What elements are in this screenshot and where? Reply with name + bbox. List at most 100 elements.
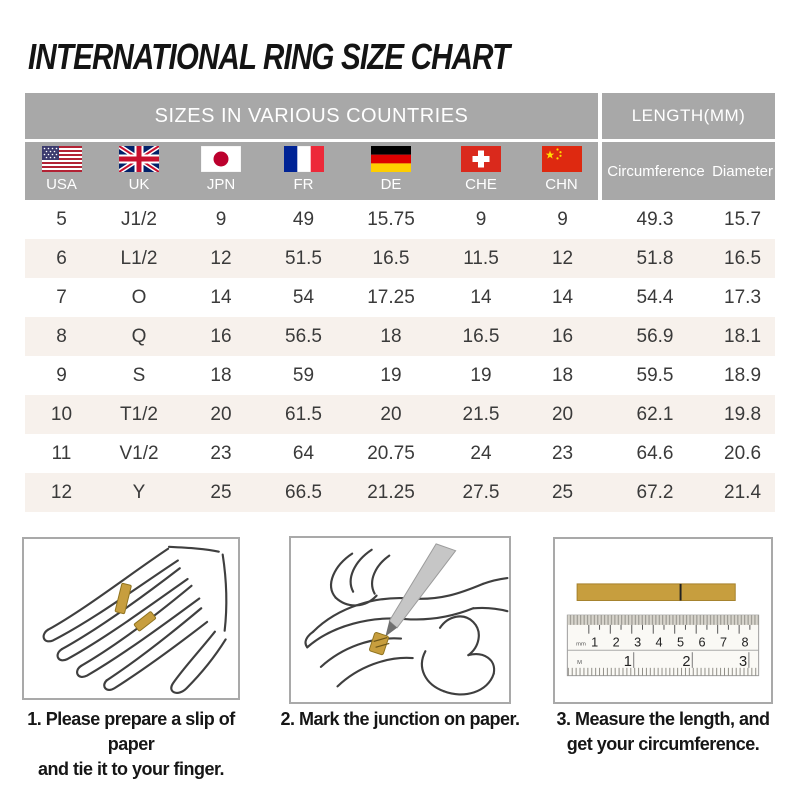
ruler-cm-label: 4	[656, 635, 663, 649]
ruler-inch-label: 2	[682, 654, 690, 670]
size-cell: 14	[470, 286, 492, 308]
usa-flag-icon	[41, 146, 82, 172]
size-cell: 21.5	[437, 395, 525, 434]
size-cell: 49.3	[636, 208, 674, 230]
page-title: INTERNATIONAL RING SIZE CHART	[28, 36, 510, 77]
size-cell: 15.75	[367, 208, 415, 230]
column-header-jpn: JPN	[180, 140, 262, 200]
size-cell: 64	[292, 442, 315, 464]
uk-flag-icon	[119, 146, 159, 172]
table-row: 11 V1/2 23 64 20.75 24 23 64.6 20.6	[25, 434, 775, 473]
size-cell: 51.5	[262, 239, 345, 278]
ruler-cm-label: 8	[741, 635, 748, 649]
column-header-circumference: Circumference	[598, 140, 711, 200]
step1-caption: 1. Please prepare a slip of paper and ti…	[4, 707, 258, 782]
ruler-cm-label: 7	[720, 635, 727, 649]
size-cell: 6	[25, 239, 98, 278]
sizes-group-header: SIZES IN VARIOUS COUNTRIES	[25, 93, 601, 142]
paper-strip-on-finger	[114, 582, 157, 632]
step2-caption: 2. Mark the junction on paper.	[275, 707, 525, 732]
size-cell: 62.1	[600, 395, 711, 434]
size-cell: 21.25	[345, 473, 437, 512]
step3-caption-line2: get your circumference.	[566, 734, 760, 754]
column-header-uk: UK	[98, 140, 180, 200]
size-cell: 14	[551, 286, 574, 308]
size-cell: 19	[380, 364, 402, 386]
step3-illustration-box: 1 2 3 4 5 6 7 8 mm 1 2 3 M	[553, 537, 773, 704]
china-flag-icon	[541, 146, 582, 172]
ruler-cm-label: 2	[613, 635, 620, 649]
ruler-icon: 1 2 3 4 5 6 7 8 mm 1 2 3 M	[566, 614, 760, 677]
size-cell: 64.6	[636, 442, 674, 464]
column-header-fr: FR	[262, 140, 345, 200]
hand-with-paper-strip-illustration	[42, 545, 228, 694]
size-cell: 21.4	[710, 473, 776, 512]
size-cell: 19.8	[710, 395, 776, 434]
size-cell: S	[132, 364, 146, 386]
size-cell: 54.4	[636, 286, 674, 308]
column-header-usa: USA	[25, 140, 98, 200]
size-cell: 11.5	[437, 239, 525, 278]
step2-caption-line1: 2. Mark the junction on paper.	[280, 709, 520, 729]
size-cell: 20	[180, 395, 262, 434]
size-cell: 59.5	[636, 364, 674, 386]
table-row: 6 L1/2 12 51.5 16.5 11.5 12 51.8 16.5	[25, 239, 776, 278]
pen-icon	[385, 543, 457, 637]
size-cell: 66.5	[262, 473, 345, 512]
paper-strip	[576, 583, 736, 601]
size-cell: 27.5	[437, 473, 525, 512]
size-cell: 16	[180, 317, 262, 356]
size-cell: 51.8	[600, 239, 711, 278]
size-cell: O	[131, 286, 147, 308]
size-cell: 9	[475, 208, 487, 230]
size-cell: 20.6	[724, 442, 762, 464]
step3-caption-line1: 3. Measure the length, and	[556, 709, 770, 729]
size-cell: V1/2	[119, 442, 159, 464]
size-cell: 16.5	[437, 317, 525, 356]
size-table-body: 5 J1/2 9 49 15.75 9 9 49.3 15.7 6 L1/2 12 51.5 16.5 11…	[25, 200, 776, 512]
size-cell: 9	[557, 208, 568, 230]
size-cell: 25	[180, 473, 262, 512]
size-cell: 19	[470, 364, 492, 386]
table-row: 7 O 14 54 17.25 14 14 54.4 17.3	[25, 278, 775, 317]
size-cell: 16.5	[710, 239, 776, 278]
size-cell: 18	[551, 364, 574, 386]
size-cell: 12	[525, 239, 601, 278]
size-cell: 20.75	[367, 442, 415, 464]
size-cell: 25	[525, 473, 601, 512]
size-cell: Q	[98, 317, 180, 356]
size-cell: 18	[345, 317, 437, 356]
table-group-header-row: SIZES IN VARIOUS COUNTRIES LENGTH(MM)	[25, 93, 776, 142]
size-cell: 54	[292, 286, 315, 308]
size-cell: 16	[525, 317, 601, 356]
country-label: CHE	[465, 176, 497, 193]
france-flag-icon	[283, 146, 324, 172]
table-row: 10 T1/2 20 61.5 20 21.5 20 62.1 19.8	[25, 395, 776, 434]
step1-caption-line1: 1. Please prepare a slip of paper	[27, 709, 235, 754]
size-cell: 10	[25, 395, 98, 434]
switzerland-flag-icon	[461, 146, 501, 172]
size-cell: 5	[56, 208, 67, 230]
step3-caption: 3. Measure the length, and get your circ…	[540, 707, 786, 757]
table-row: 9 S 18 59 19 19 18 59.5 18.9	[25, 356, 775, 395]
size-cell: 9	[56, 364, 67, 386]
size-cell: 24	[470, 442, 492, 464]
column-header-de: DE	[345, 140, 437, 200]
country-label: FR	[293, 176, 314, 193]
size-cell: T1/2	[98, 395, 180, 434]
size-cell: 8	[25, 317, 98, 356]
size-cell: 15.7	[724, 208, 762, 230]
country-label: UK	[128, 176, 150, 193]
table-row: 5 J1/2 9 49 15.75 9 9 49.3 15.7	[25, 200, 775, 239]
ruler-unit-cm-label: mm	[576, 641, 586, 647]
ruler-cm-label: 1	[591, 635, 598, 649]
size-cell: J1/2	[121, 208, 157, 230]
table-row: 12 Y 25 66.5 21.25 27.5 25 67.2 21.4	[25, 473, 776, 512]
ruler-cm-label: 3	[634, 635, 641, 649]
germany-flag-icon	[371, 146, 411, 172]
size-cell: 67.2	[600, 473, 711, 512]
step1-illustration-box	[22, 537, 240, 700]
size-cell: 20	[525, 395, 601, 434]
size-cell: 49	[292, 208, 315, 230]
